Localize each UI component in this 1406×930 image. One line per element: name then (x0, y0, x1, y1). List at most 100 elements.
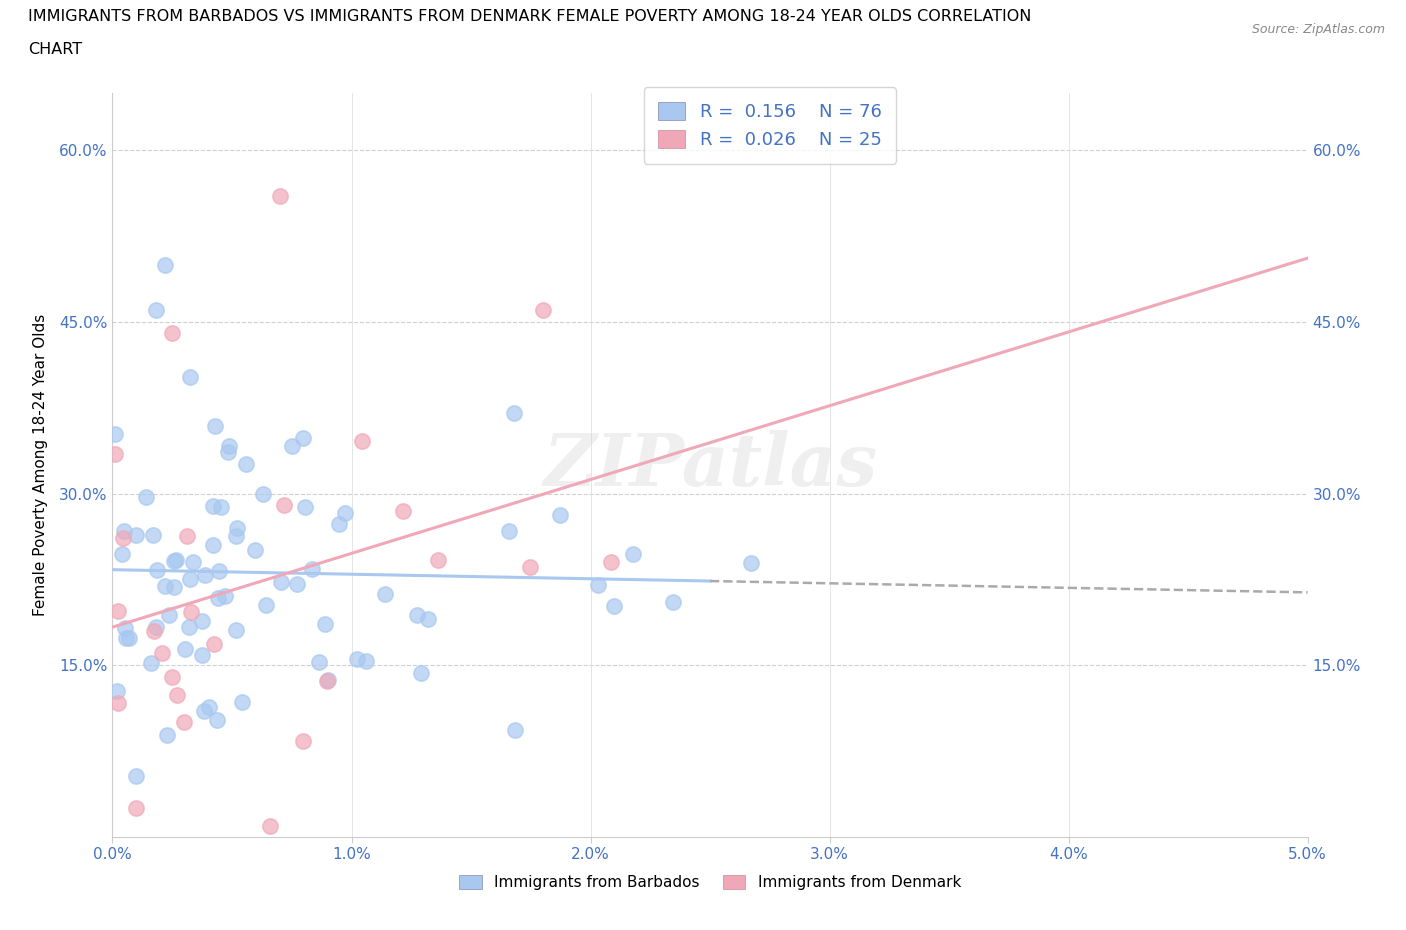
Point (328, 516, 350, 531)
Point (392, 503, 415, 518)
Point (155, 728, 177, 743)
Point (202, 498, 225, 513)
Point (252, 486, 274, 501)
Point (406, 608, 429, 623)
Point (125, 801, 148, 816)
Point (280, 439, 302, 454)
Point (314, 617, 336, 631)
Point (105, 684, 128, 698)
Point (166, 687, 188, 702)
Point (550, 507, 572, 522)
Point (354, 654, 377, 669)
Point (502, 405, 524, 420)
Point (198, 699, 221, 714)
Point (291, 431, 314, 445)
Point (621, 547, 644, 562)
Point (586, 578, 609, 593)
Point (135, 490, 157, 505)
Text: IMMIGRANTS FROM BARBADOS VS IMMIGRANTS FROM DENMARK FEMALE POVERTY AMONG 18-24 Y: IMMIGRANTS FROM BARBADOS VS IMMIGRANTS F… (28, 9, 1032, 24)
Point (294, 499, 316, 514)
Point (114, 631, 136, 645)
Point (125, 528, 148, 543)
Point (254, 597, 277, 612)
Point (107, 604, 129, 618)
Point (740, 556, 762, 571)
Point (173, 714, 195, 729)
Point (225, 529, 247, 544)
Point (179, 369, 201, 384)
Point (150, 645, 173, 660)
Point (498, 524, 520, 538)
Point (112, 523, 135, 538)
Point (153, 578, 176, 593)
Point (191, 647, 214, 662)
Point (204, 418, 226, 433)
Point (270, 575, 292, 590)
Point (519, 560, 541, 575)
Point (269, 189, 291, 204)
Point (243, 542, 266, 557)
Point (202, 538, 225, 552)
Point (165, 552, 187, 567)
Point (153, 258, 176, 272)
Y-axis label: Female Poverty Among 18-24 Year Olds: Female Poverty Among 18-24 Year Olds (32, 314, 48, 617)
Point (162, 326, 183, 340)
Text: CHART: CHART (28, 42, 82, 57)
Point (118, 631, 141, 645)
Point (273, 498, 295, 512)
Point (104, 447, 127, 462)
Point (225, 623, 247, 638)
Point (218, 439, 240, 454)
Point (104, 427, 127, 442)
Point (315, 673, 337, 688)
Point (142, 624, 165, 639)
Point (142, 527, 165, 542)
Point (374, 586, 396, 601)
Point (301, 561, 323, 576)
Point (160, 670, 183, 684)
Point (193, 704, 215, 719)
Point (179, 572, 201, 587)
Point (352, 433, 374, 448)
Point (426, 552, 449, 567)
Point (181, 554, 204, 569)
Legend: Immigrants from Barbados, Immigrants from Denmark: Immigrants from Barbados, Immigrants fro… (453, 869, 967, 897)
Point (207, 591, 229, 605)
Point (235, 456, 257, 471)
Point (145, 303, 167, 318)
Point (163, 553, 186, 568)
Point (292, 734, 315, 749)
Point (599, 554, 621, 569)
Point (180, 604, 202, 619)
Point (139, 656, 162, 671)
Point (662, 594, 685, 609)
Point (333, 505, 356, 520)
Point (503, 723, 526, 737)
Text: Source: ZipAtlas.com: Source: ZipAtlas.com (1251, 23, 1385, 36)
Point (177, 619, 200, 634)
Point (416, 611, 439, 626)
Point (125, 768, 148, 783)
Point (194, 567, 217, 582)
Point (409, 666, 432, 681)
Point (114, 620, 136, 635)
Point (287, 577, 309, 591)
Point (110, 547, 132, 562)
Point (205, 712, 228, 727)
Point (174, 642, 197, 657)
Point (259, 818, 281, 833)
Text: ZIPatlas: ZIPatlas (543, 430, 877, 500)
Point (316, 673, 339, 688)
Point (146, 563, 169, 578)
Point (308, 654, 330, 669)
Point (217, 445, 239, 459)
Point (190, 613, 212, 628)
Point (107, 696, 129, 711)
Point (111, 531, 134, 546)
Point (145, 619, 167, 634)
Point (163, 580, 186, 595)
Point (157, 607, 180, 622)
Point (225, 521, 247, 536)
Point (531, 303, 554, 318)
Point (202, 637, 225, 652)
